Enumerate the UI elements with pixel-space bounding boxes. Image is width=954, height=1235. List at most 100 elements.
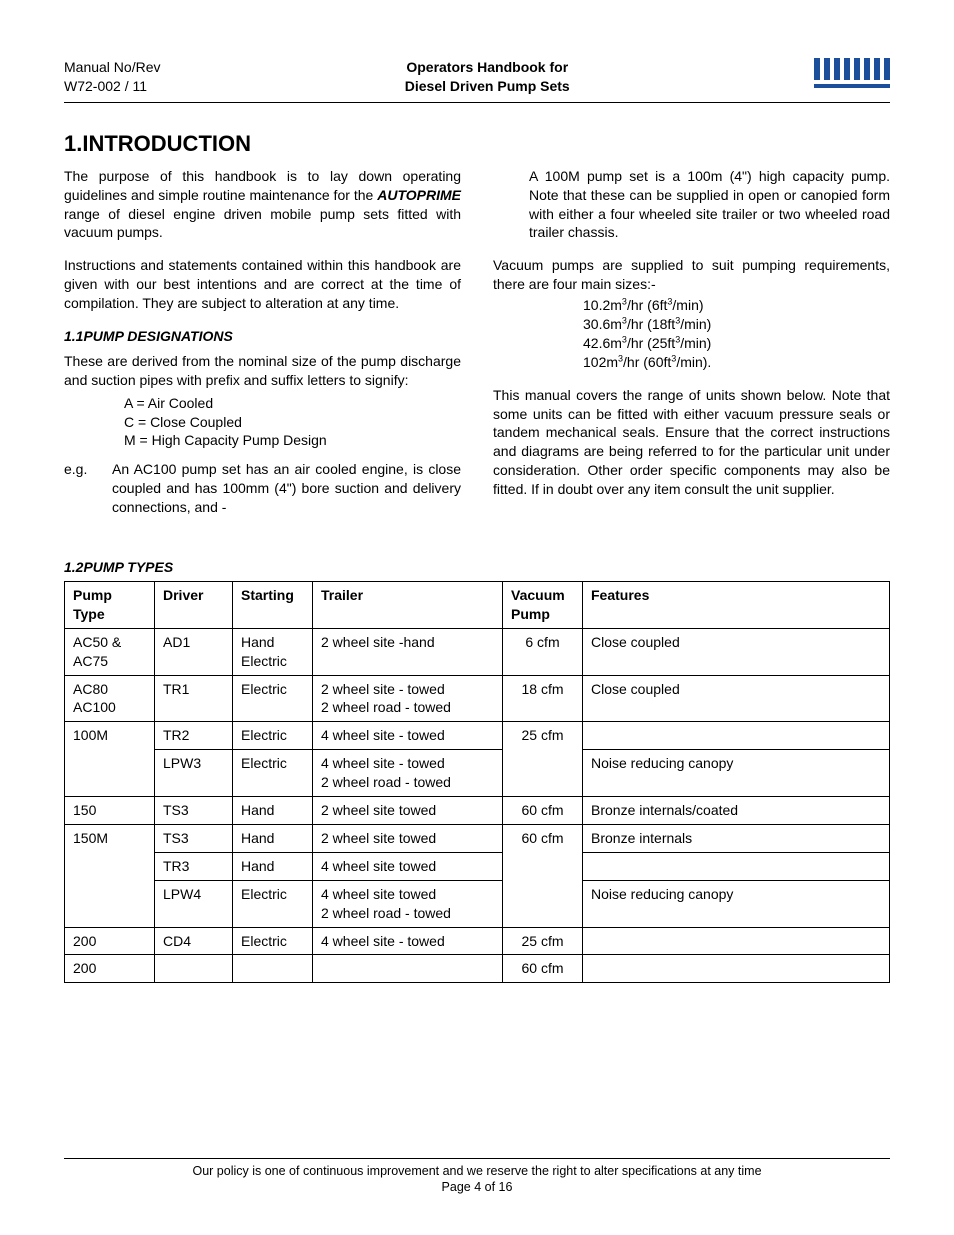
table-body: AC50 &AC75AD1HandElectric2 wheel site -h… bbox=[65, 628, 890, 982]
intro-para-1: The purpose of this handbook is to lay d… bbox=[64, 167, 461, 243]
table-cell bbox=[583, 955, 890, 983]
vac-size-0: 10.2m3/hr (6ft3/min) bbox=[583, 296, 890, 315]
table-cell: Hand bbox=[233, 797, 313, 825]
header-title: Operators Handbook for Diesel Driven Pum… bbox=[405, 58, 570, 96]
intro-p1-c: range of diesel engine driven mobile pum… bbox=[64, 206, 461, 241]
table-cell: 4 wheel site - towed2 wheel road - towed bbox=[313, 750, 503, 797]
table-cell: Noise reducing canopy bbox=[583, 750, 890, 797]
subheading-1-1: 1.1PUMP DESIGNATIONS bbox=[64, 327, 461, 346]
designation-a: A = Air Cooled bbox=[124, 394, 461, 413]
table-cell: AD1 bbox=[155, 628, 233, 675]
table-row: TR3Hand4 wheel site towed bbox=[65, 852, 890, 880]
designations-intro: These are derived from the nominal size … bbox=[64, 352, 461, 390]
table-cell: Electric bbox=[233, 675, 313, 722]
table-cell: Noise reducing canopy bbox=[583, 880, 890, 927]
table-cell: HandElectric bbox=[233, 628, 313, 675]
table-row: AC80AC100TR1Electric2 wheel site - towed… bbox=[65, 675, 890, 722]
table-row: 150MTS3Hand2 wheel site towed60 cfmBronz… bbox=[65, 824, 890, 852]
table-row: 100MTR2Electric4 wheel site - towed25 cf… bbox=[65, 722, 890, 750]
table-cell: TR2 bbox=[155, 722, 233, 750]
page-header: Manual No/Rev W72-002 / 11 Operators Han… bbox=[64, 58, 890, 103]
vac-size-2: 42.6m3/hr (25ft3/min) bbox=[583, 334, 890, 353]
table-cell: CD4 bbox=[155, 927, 233, 955]
pump-types-section: 1.2PUMP TYPES Pump Type Driver Starting … bbox=[64, 559, 890, 983]
vac-size-1: 30.6m3/hr (18ft3/min) bbox=[583, 315, 890, 334]
manual-number: W72-002 / 11 bbox=[64, 77, 161, 96]
table-cell: Electric bbox=[233, 750, 313, 797]
header-manual-info: Manual No/Rev W72-002 / 11 bbox=[64, 58, 161, 96]
table-row: LPW3Electric4 wheel site - towed2 wheel … bbox=[65, 750, 890, 797]
table-cell: LPW3 bbox=[155, 750, 233, 797]
page-footer: Our policy is one of continuous improvem… bbox=[64, 1158, 890, 1196]
th-vacuum: Vacuum Pump bbox=[503, 582, 583, 629]
table-cell: Close coupled bbox=[583, 628, 890, 675]
table-cell: 2 wheel site -hand bbox=[313, 628, 503, 675]
table-cell: 6 cfm bbox=[503, 628, 583, 675]
table-row: 200CD4Electric4 wheel site - towed25 cfm bbox=[65, 927, 890, 955]
table-cell: 4 wheel site towed2 wheel road - towed bbox=[313, 880, 503, 927]
footer-policy: Our policy is one of continuous improvem… bbox=[64, 1163, 890, 1179]
table-cell: 25 cfm bbox=[503, 927, 583, 955]
subheading-1-2: 1.2PUMP TYPES bbox=[64, 559, 890, 575]
table-cell: 2 wheel site towed bbox=[313, 797, 503, 825]
vacuum-intro: Vacuum pumps are supplied to suit pumpin… bbox=[493, 256, 890, 294]
table-row: 150TS3Hand2 wheel site towed60 cfmBronze… bbox=[65, 797, 890, 825]
table-cell bbox=[155, 955, 233, 983]
table-cell: Bronze internals/coated bbox=[583, 797, 890, 825]
table-cell: 4 wheel site towed bbox=[313, 852, 503, 880]
table-cell: TR1 bbox=[155, 675, 233, 722]
designation-m: M = High Capacity Pump Design bbox=[124, 431, 461, 450]
designation-codes: A = Air Cooled C = Close Coupled M = Hig… bbox=[124, 394, 461, 451]
table-cell: 18 cfm bbox=[503, 675, 583, 722]
vacuum-sizes-list: 10.2m3/hr (6ft3/min) 30.6m3/hr (18ft3/mi… bbox=[583, 296, 890, 372]
table-cell: TS3 bbox=[155, 797, 233, 825]
table-row: AC50 &AC75AD1HandElectric2 wheel site -h… bbox=[65, 628, 890, 675]
table-cell: 200 bbox=[65, 955, 155, 983]
th-features: Features bbox=[583, 582, 890, 629]
table-cell: Electric bbox=[233, 722, 313, 750]
pump-types-table: Pump Type Driver Starting Trailer Vacuum… bbox=[64, 581, 890, 983]
footer-page-number: Page 4 of 16 bbox=[64, 1179, 890, 1195]
table-cell: 2 wheel site - towed2 wheel road - towed bbox=[313, 675, 503, 722]
table-cell bbox=[233, 955, 313, 983]
table-cell bbox=[583, 927, 890, 955]
th-pump-type: Pump Type bbox=[65, 582, 155, 629]
section-heading-introduction: 1.INTRODUCTION bbox=[64, 131, 890, 157]
table-cell: AC80AC100 bbox=[65, 675, 155, 722]
table-cell: TR3 bbox=[155, 852, 233, 880]
title-line1: Operators Handbook for bbox=[405, 58, 570, 77]
vac-size-3: 102m3/hr (60ft3/min). bbox=[583, 353, 890, 372]
th-trailer: Trailer bbox=[313, 582, 503, 629]
table-cell: Hand bbox=[233, 824, 313, 852]
table-row: 200 60 cfm bbox=[65, 955, 890, 983]
th-driver: Driver bbox=[155, 582, 233, 629]
table-cell: 100M bbox=[65, 722, 155, 797]
table-cell: 2 wheel site towed bbox=[313, 824, 503, 852]
table-cell: Electric bbox=[233, 880, 313, 927]
table-cell: 200 bbox=[65, 927, 155, 955]
table-cell: LPW4 bbox=[155, 880, 233, 927]
example-label: e.g. bbox=[64, 460, 112, 517]
table-cell: TS3 bbox=[155, 824, 233, 852]
table-cell: 150M bbox=[65, 824, 155, 927]
spp-logo-svg bbox=[814, 58, 890, 88]
th-starting: Starting bbox=[233, 582, 313, 629]
table-cell: Electric bbox=[233, 927, 313, 955]
table-cell bbox=[583, 852, 890, 880]
table-cell: 60 cfm bbox=[503, 955, 583, 983]
table-cell: 4 wheel site - towed bbox=[313, 927, 503, 955]
col2-para-3: This manual covers the range of units sh… bbox=[493, 386, 890, 499]
title-line2: Diesel Driven Pump Sets bbox=[405, 77, 570, 96]
intro-para-2: Instructions and statements contained wi… bbox=[64, 256, 461, 313]
table-cell: Hand bbox=[233, 852, 313, 880]
table-cell: 4 wheel site - towed bbox=[313, 722, 503, 750]
col2-para-1: A 100M pump set is a 100m (4") high capa… bbox=[529, 167, 890, 243]
column-left: The purpose of this handbook is to lay d… bbox=[64, 167, 461, 525]
table-cell bbox=[583, 722, 890, 750]
table-cell: AC50 &AC75 bbox=[65, 628, 155, 675]
table-cell: 25 cfm bbox=[503, 722, 583, 797]
table-cell: 60 cfm bbox=[503, 824, 583, 927]
table-cell: Close coupled bbox=[583, 675, 890, 722]
example-block: e.g. An AC100 pump set has an air cooled… bbox=[64, 460, 461, 517]
body-columns: The purpose of this handbook is to lay d… bbox=[64, 167, 890, 525]
